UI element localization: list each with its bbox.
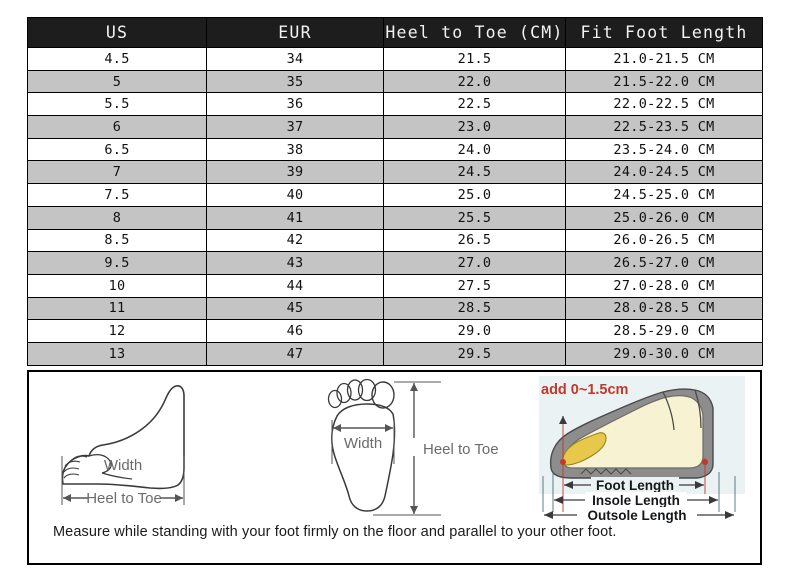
table-header-row: US EUR Heel to Toe (CM) Fit Foot Length xyxy=(27,17,763,48)
cell-us: 4.5 xyxy=(27,47,207,71)
table-row: 8 41 25.5 25.0-26.0 CM xyxy=(27,205,763,230)
cell-htt: 22.0 xyxy=(383,69,566,94)
cell-us: 11 xyxy=(27,296,207,321)
cell-ffl: 29.0-30.0 CM xyxy=(565,341,763,366)
foot-bottom-view-diagram: Width Heel to Toe xyxy=(301,372,529,527)
column-header-us: US xyxy=(27,17,207,48)
cell-htt: 24.5 xyxy=(383,160,566,185)
cell-ffl: 25.0-26.0 CM xyxy=(565,205,763,230)
table-row: 6 37 23.0 22.5-23.5 CM xyxy=(27,115,763,139)
side-view-heel-to-toe-label: Heel to Toe xyxy=(86,490,162,507)
cell-htt: 28.5 xyxy=(383,296,566,321)
cell-us: 10 xyxy=(27,273,207,298)
cell-us: 8.5 xyxy=(27,228,207,253)
shoe-cross-section-diagram: add 0~1.5cm Foot Length Insole Length xyxy=(529,372,761,527)
cell-ffl: 24.5-25.0 CM xyxy=(565,183,763,207)
cell-ffl: 24.0-24.5 CM xyxy=(565,160,763,185)
cell-us: 5 xyxy=(27,69,207,94)
cell-htt: 25.5 xyxy=(383,205,566,230)
cell-us: 6 xyxy=(27,115,207,139)
cell-htt: 27.5 xyxy=(383,273,566,298)
table-row: 5 35 22.0 21.5-22.0 CM xyxy=(27,69,763,94)
cell-us: 6.5 xyxy=(27,137,207,162)
cell-us: 12 xyxy=(27,319,207,343)
add-allowance-label: add 0~1.5cm xyxy=(541,382,628,398)
cell-ffl: 21.5-22.0 CM xyxy=(565,69,763,94)
table-header: US EUR Heel to Toe (CM) Fit Foot Length xyxy=(27,17,763,48)
column-header-fit-foot-length: Fit Foot Length xyxy=(565,17,763,48)
column-header-eur: EUR xyxy=(206,17,384,48)
cell-us: 7.5 xyxy=(27,183,207,207)
table-body: 4.5 34 21.5 21.0-21.5 CM 5 35 22.0 21.5-22.0 CM… xyxy=(27,47,763,366)
cell-ffl: 28.0-28.5 CM xyxy=(565,296,763,321)
insole-length-label: Insole Length xyxy=(592,493,680,508)
cell-ffl: 23.5-24.0 CM xyxy=(565,137,763,162)
cell-eur: 36 xyxy=(206,92,384,117)
cell-htt: 26.5 xyxy=(383,228,566,253)
cell-eur: 35 xyxy=(206,69,384,94)
cell-eur: 37 xyxy=(206,115,384,139)
shoe-size-table: US EUR Heel to Toe (CM) Fit Foot Length … xyxy=(27,17,763,366)
column-header-heel-to-toe: Heel to Toe (CM) xyxy=(383,17,566,48)
shoe-cross-section-svg: add 0~1.5cm Foot Length Insole Length xyxy=(539,376,745,523)
cell-ffl: 22.0-22.5 CM xyxy=(565,92,763,117)
cell-htt: 21.5 xyxy=(383,47,566,71)
foot-side-view-diagram: Heel to Toe Width xyxy=(32,372,300,527)
cell-us: 8 xyxy=(27,205,207,230)
table-row: 5.5 36 22.5 22.0-22.5 CM xyxy=(27,92,763,117)
cell-ffl: 26.0-26.5 CM xyxy=(565,228,763,253)
cell-eur: 46 xyxy=(206,319,384,343)
cell-eur: 44 xyxy=(206,273,384,298)
table-row: 8.5 42 26.5 26.0-26.5 CM xyxy=(27,228,763,253)
cell-ffl: 28.5-29.0 CM xyxy=(565,319,763,343)
table-row: 7 39 24.5 24.0-24.5 CM xyxy=(27,160,763,185)
bottom-view-width-label: Width xyxy=(344,435,382,452)
foot-side-view-svg: Heel to Toe Width xyxy=(61,385,185,507)
cell-eur: 41 xyxy=(206,205,384,230)
cell-eur: 34 xyxy=(206,47,384,71)
cell-ffl: 21.0-21.5 CM xyxy=(565,47,763,71)
cell-eur: 40 xyxy=(206,183,384,207)
cell-ffl: 26.5-27.0 CM xyxy=(565,251,763,275)
side-view-width-label: Width xyxy=(104,457,142,474)
table-row: 7.5 40 25.0 24.5-25.0 CM xyxy=(27,183,763,207)
cell-eur: 45 xyxy=(206,296,384,321)
foot-length-label: Foot Length xyxy=(596,478,674,493)
cell-htt: 22.5 xyxy=(383,92,566,117)
cell-htt: 29.5 xyxy=(383,341,566,366)
measure-instruction-caption: Measure while standing with your foot fi… xyxy=(53,524,617,540)
table-row: 4.5 34 21.5 21.0-21.5 CM xyxy=(27,47,763,71)
cell-eur: 42 xyxy=(206,228,384,253)
cell-us: 5.5 xyxy=(27,92,207,117)
cell-us: 7 xyxy=(27,160,207,185)
table-row: 11 45 28.5 28.0-28.5 CM xyxy=(27,296,763,321)
cell-eur: 43 xyxy=(206,251,384,275)
measurement-diagram-panel: Heel to Toe Width xyxy=(27,370,762,565)
cell-eur: 47 xyxy=(206,341,384,366)
cell-us: 13 xyxy=(27,341,207,366)
cell-eur: 38 xyxy=(206,137,384,162)
cell-eur: 39 xyxy=(206,160,384,185)
table-row: 10 44 27.5 27.0-28.0 CM xyxy=(27,273,763,298)
foot-bottom-view-svg: Width Heel to Toe xyxy=(327,378,499,516)
cell-ffl: 27.0-28.0 CM xyxy=(565,273,763,298)
cell-htt: 23.0 xyxy=(383,115,566,139)
cell-htt: 29.0 xyxy=(383,319,566,343)
table-row: 13 47 29.5 29.0-30.0 CM xyxy=(27,341,763,366)
cell-htt: 24.0 xyxy=(383,137,566,162)
cell-ffl: 22.5-23.5 CM xyxy=(565,115,763,139)
cell-us: 9.5 xyxy=(27,251,207,275)
outsole-length-label: Outsole Length xyxy=(588,508,687,523)
table-row: 12 46 29.0 28.5-29.0 CM xyxy=(27,319,763,343)
cell-htt: 27.0 xyxy=(383,251,566,275)
bottom-view-heel-to-toe-label: Heel to Toe xyxy=(423,441,499,458)
table-row: 9.5 43 27.0 26.5-27.0 CM xyxy=(27,251,763,275)
cell-htt: 25.0 xyxy=(383,183,566,207)
table-row: 6.5 38 24.0 23.5-24.0 CM xyxy=(27,137,763,162)
